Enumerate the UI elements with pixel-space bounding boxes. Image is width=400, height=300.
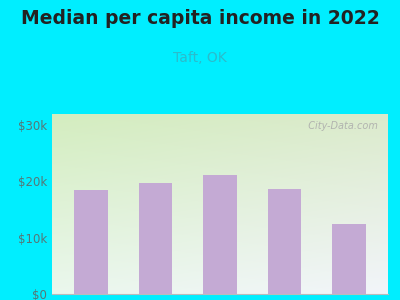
Bar	[138, 183, 172, 294]
Bar	[74, 190, 108, 294]
Bar	[332, 224, 366, 294]
Bar	[203, 175, 237, 294]
Text: City-Data.com: City-Data.com	[302, 121, 378, 131]
Text: Taft, OK: Taft, OK	[173, 51, 227, 65]
Text: Median per capita income in 2022: Median per capita income in 2022	[21, 9, 379, 28]
Bar	[268, 189, 302, 294]
